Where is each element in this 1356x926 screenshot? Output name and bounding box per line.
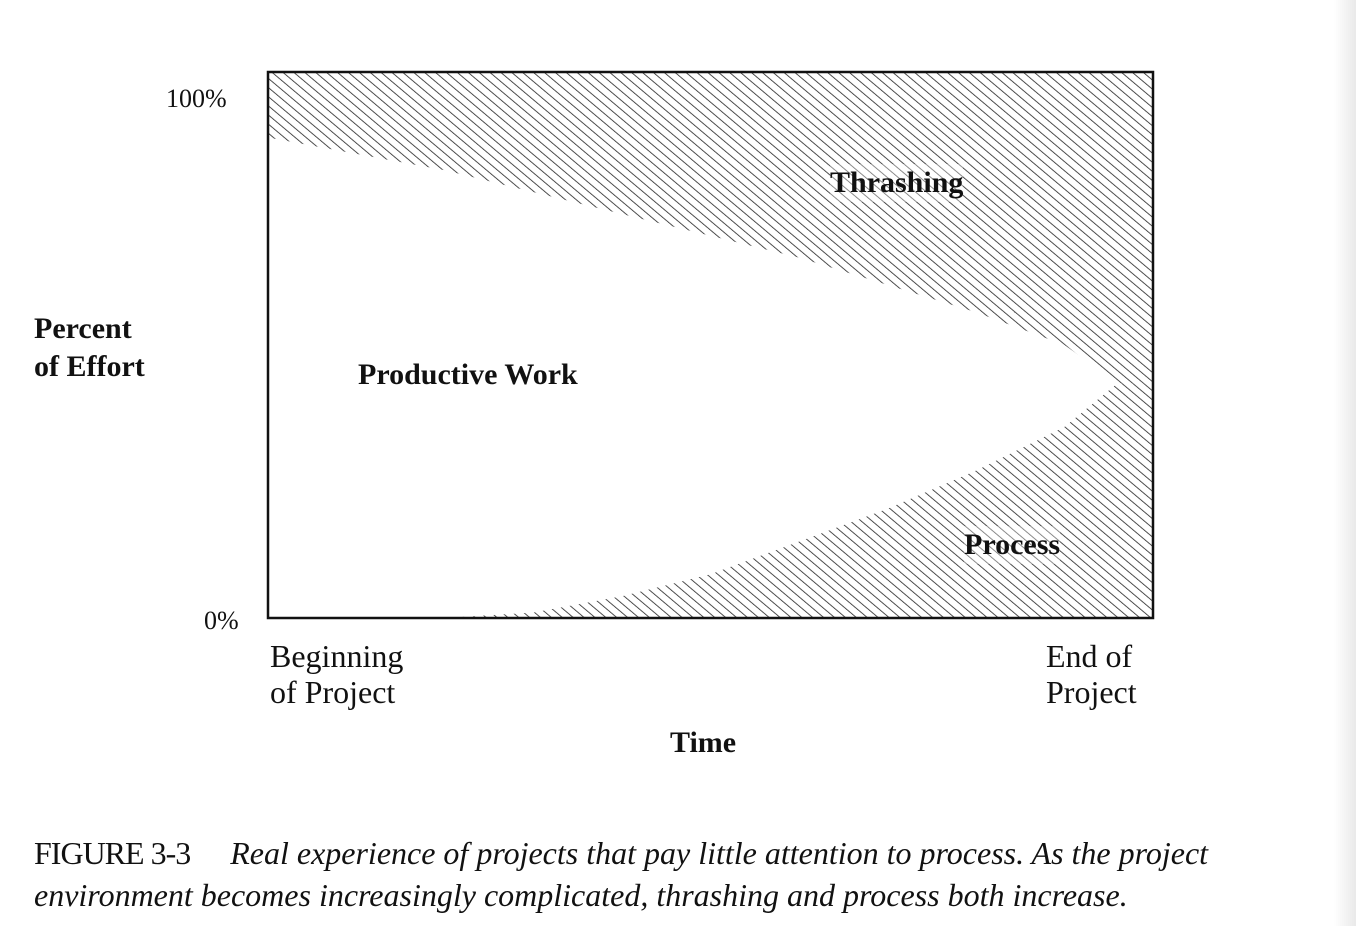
x-tick-line: End of (1046, 638, 1133, 674)
y-tick-100: 100% (166, 84, 227, 113)
page-edge-shadow (1334, 0, 1356, 926)
y-axis-label: Percent of Effort (34, 310, 145, 386)
plot-frame (266, 70, 1155, 620)
figure-label: FIGURE 3-3 (34, 835, 191, 871)
y-axis-label-line: of Effort (34, 350, 145, 383)
y-tick-0: 0% (204, 606, 239, 635)
series-label-productive-work: Productive Work (358, 358, 578, 391)
series-label-thrashing: Thrashing (830, 164, 964, 202)
series-label-process: Process (964, 526, 1061, 564)
x-tick-end: End of Project (1046, 638, 1137, 710)
y-axis-label-line: Percent (34, 312, 132, 345)
chart (266, 70, 1155, 620)
x-tick-line: Project (1046, 674, 1137, 710)
x-tick-beginning: Beginning of Project (270, 638, 403, 710)
x-tick-line: Beginning (270, 638, 404, 674)
caption-text: Real experience of projects that pay lit… (34, 835, 1209, 913)
x-axis-label: Time (670, 726, 737, 759)
x-tick-line: of Project (270, 674, 396, 710)
area-process (268, 383, 1153, 618)
figure-caption: FIGURE 3-3 Real experience of projects th… (34, 832, 1344, 916)
area-thrashing (268, 72, 1153, 384)
